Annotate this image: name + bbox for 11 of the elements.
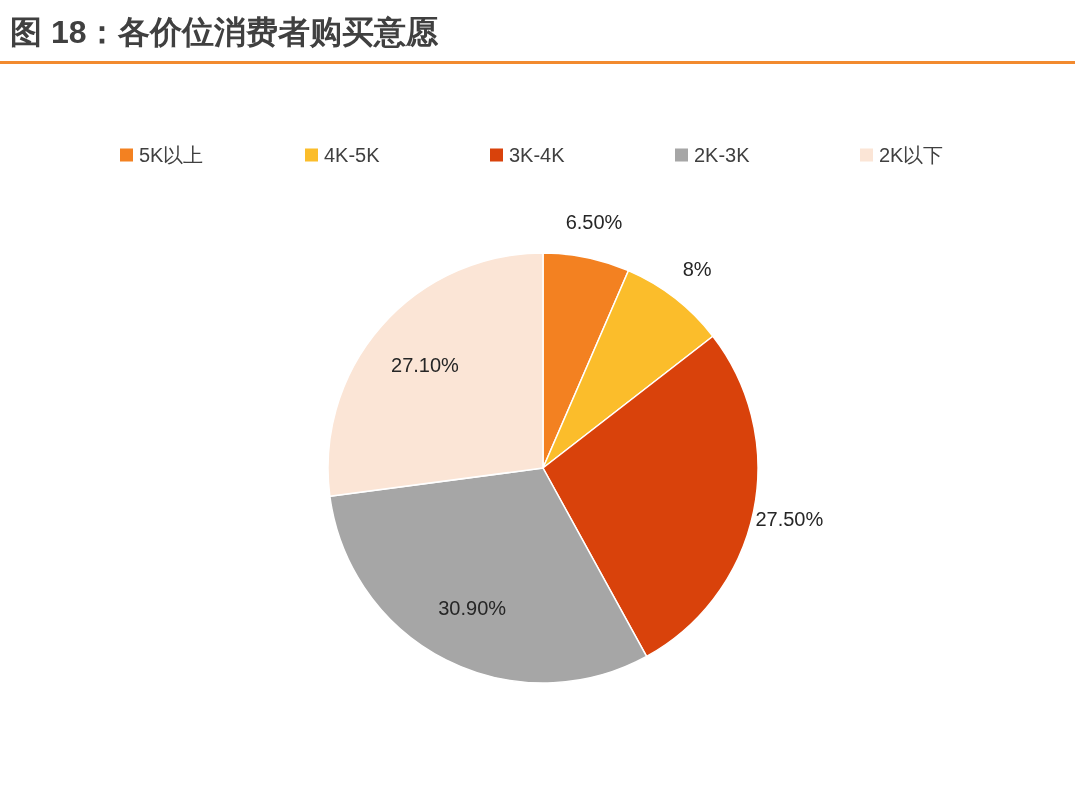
data-label: 27.10% (391, 353, 460, 376)
legend-label: 4K-5K (324, 144, 381, 166)
legend-label: 3K-4K (509, 144, 566, 166)
data-label: 27.50% (755, 508, 824, 531)
legend-label: 2K-3K (694, 144, 751, 166)
legend-label: 5K以上 (139, 144, 204, 166)
data-label: 30.90% (438, 597, 507, 620)
legend-label: 2K以下 (879, 144, 944, 166)
chart-title: 图 18：各价位消费者购买意愿 (10, 14, 440, 50)
data-label: 6.50% (565, 210, 623, 233)
data-label: 8% (682, 258, 712, 281)
